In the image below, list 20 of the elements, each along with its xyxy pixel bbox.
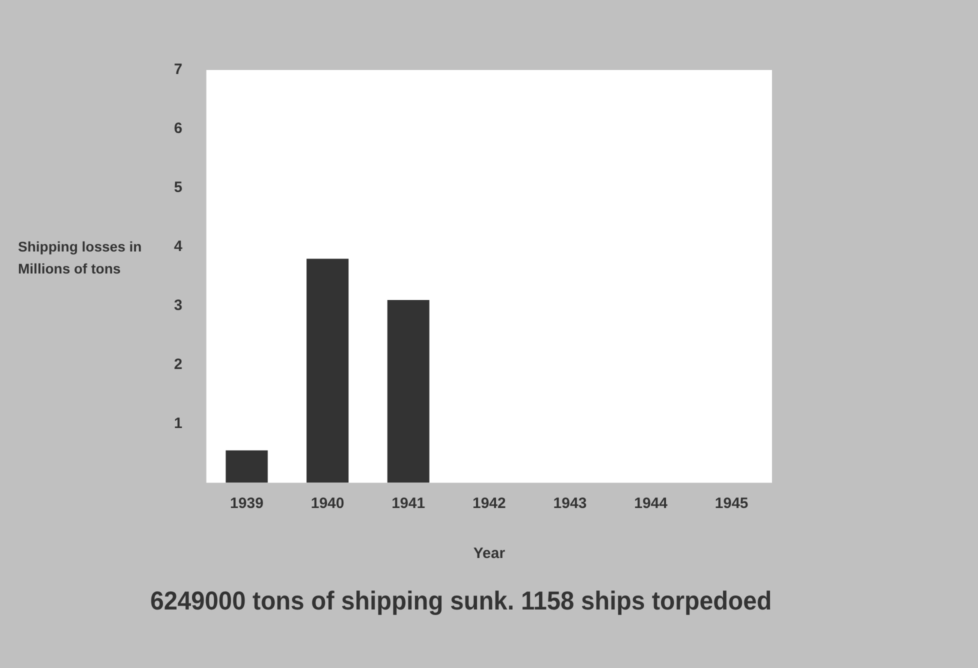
- x-tick-label: 1941: [392, 494, 426, 512]
- x-tick-label: 1939: [230, 494, 264, 512]
- text: 6249000 tons of shipping sunk. 1158 ships torpedoed: [150, 586, 772, 616]
- y-tick-label: 4: [174, 238, 183, 256]
- y-tick-label: 3: [174, 297, 182, 314]
- bar: [306, 258, 349, 483]
- x-tick-label: 1945: [714, 494, 748, 512]
- x-tick-label: 1944: [634, 494, 668, 512]
- bar: [387, 300, 430, 483]
- y-tick-label: 2: [174, 356, 182, 373]
- x-tick-label: 1940: [310, 494, 344, 512]
- y-tick-label: 1: [174, 414, 182, 432]
- x-tick-label: 1942: [472, 494, 506, 512]
- y-axis-title: Shipping losses in Millions of tons: [18, 238, 142, 277]
- bar: [226, 450, 268, 483]
- x-tick-label: 1943: [553, 494, 587, 512]
- x-axis-title: Year: [473, 544, 506, 562]
- y-tick-label: 7: [174, 61, 182, 78]
- y-tick-label: 5: [174, 179, 182, 196]
- y-tick-label: 6: [174, 120, 182, 138]
